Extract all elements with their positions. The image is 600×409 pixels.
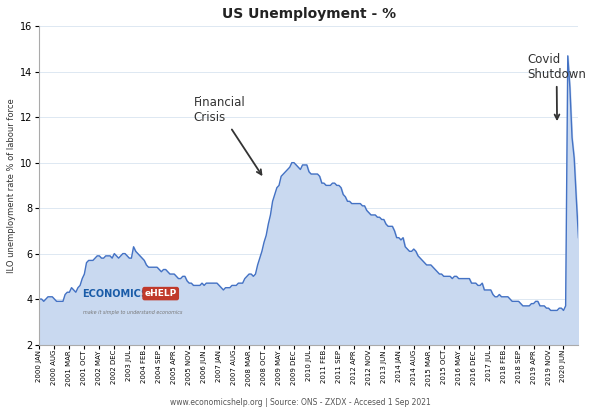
Title: US Unemployment - %: US Unemployment - % bbox=[222, 7, 396, 21]
Text: Financial
Crisis: Financial Crisis bbox=[193, 97, 262, 175]
Text: make it simple to understand economics: make it simple to understand economics bbox=[83, 310, 182, 315]
Y-axis label: ILO unemployment rate % of labour force: ILO unemployment rate % of labour force bbox=[7, 98, 16, 273]
Text: Covid
Shutdown: Covid Shutdown bbox=[527, 53, 586, 119]
Text: ECONOMICS: ECONOMICS bbox=[83, 289, 149, 299]
Text: eHELP: eHELP bbox=[145, 289, 177, 298]
Text: www.economicshelp.org | Source: ONS - ZXDX - Accesed 1 Sep 2021: www.economicshelp.org | Source: ONS - ZX… bbox=[170, 398, 430, 407]
